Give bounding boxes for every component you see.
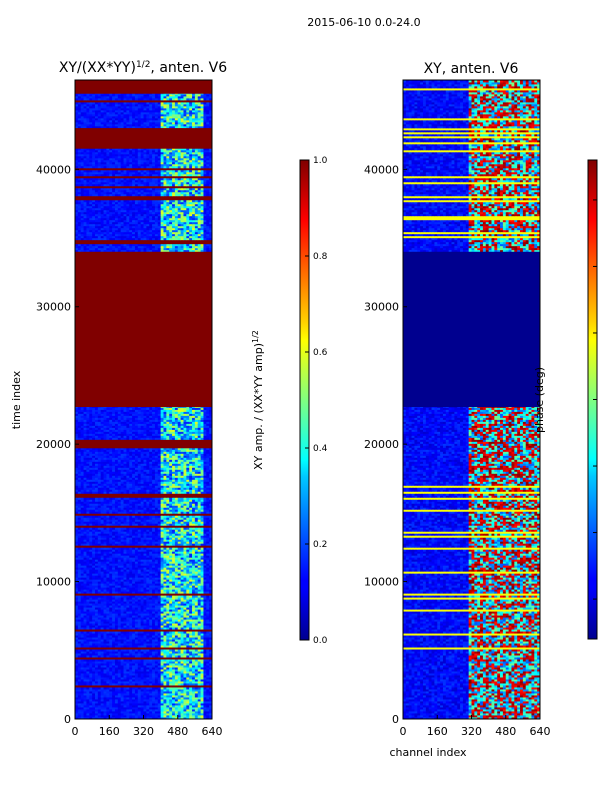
amplitude-heatmap (75, 80, 212, 719)
amplitude-title: XY/(XX*YY)1/2, anten. V6 (59, 60, 227, 76)
amplitude-panel: XY/(XX*YY)1/2, anten. V6 0 160 320 480 640 0… (10, 60, 227, 738)
figure-suptitle: 2015-06-10 0.0-24.0 (307, 16, 420, 29)
figure: 2015-06-10 0.0-24.0 XY/(XX*YY)1/2, anten… (0, 0, 600, 800)
figure-canvas: 2015-06-10 0.0-24.0 XY/(XX*YY)1/2, anten… (0, 0, 600, 800)
